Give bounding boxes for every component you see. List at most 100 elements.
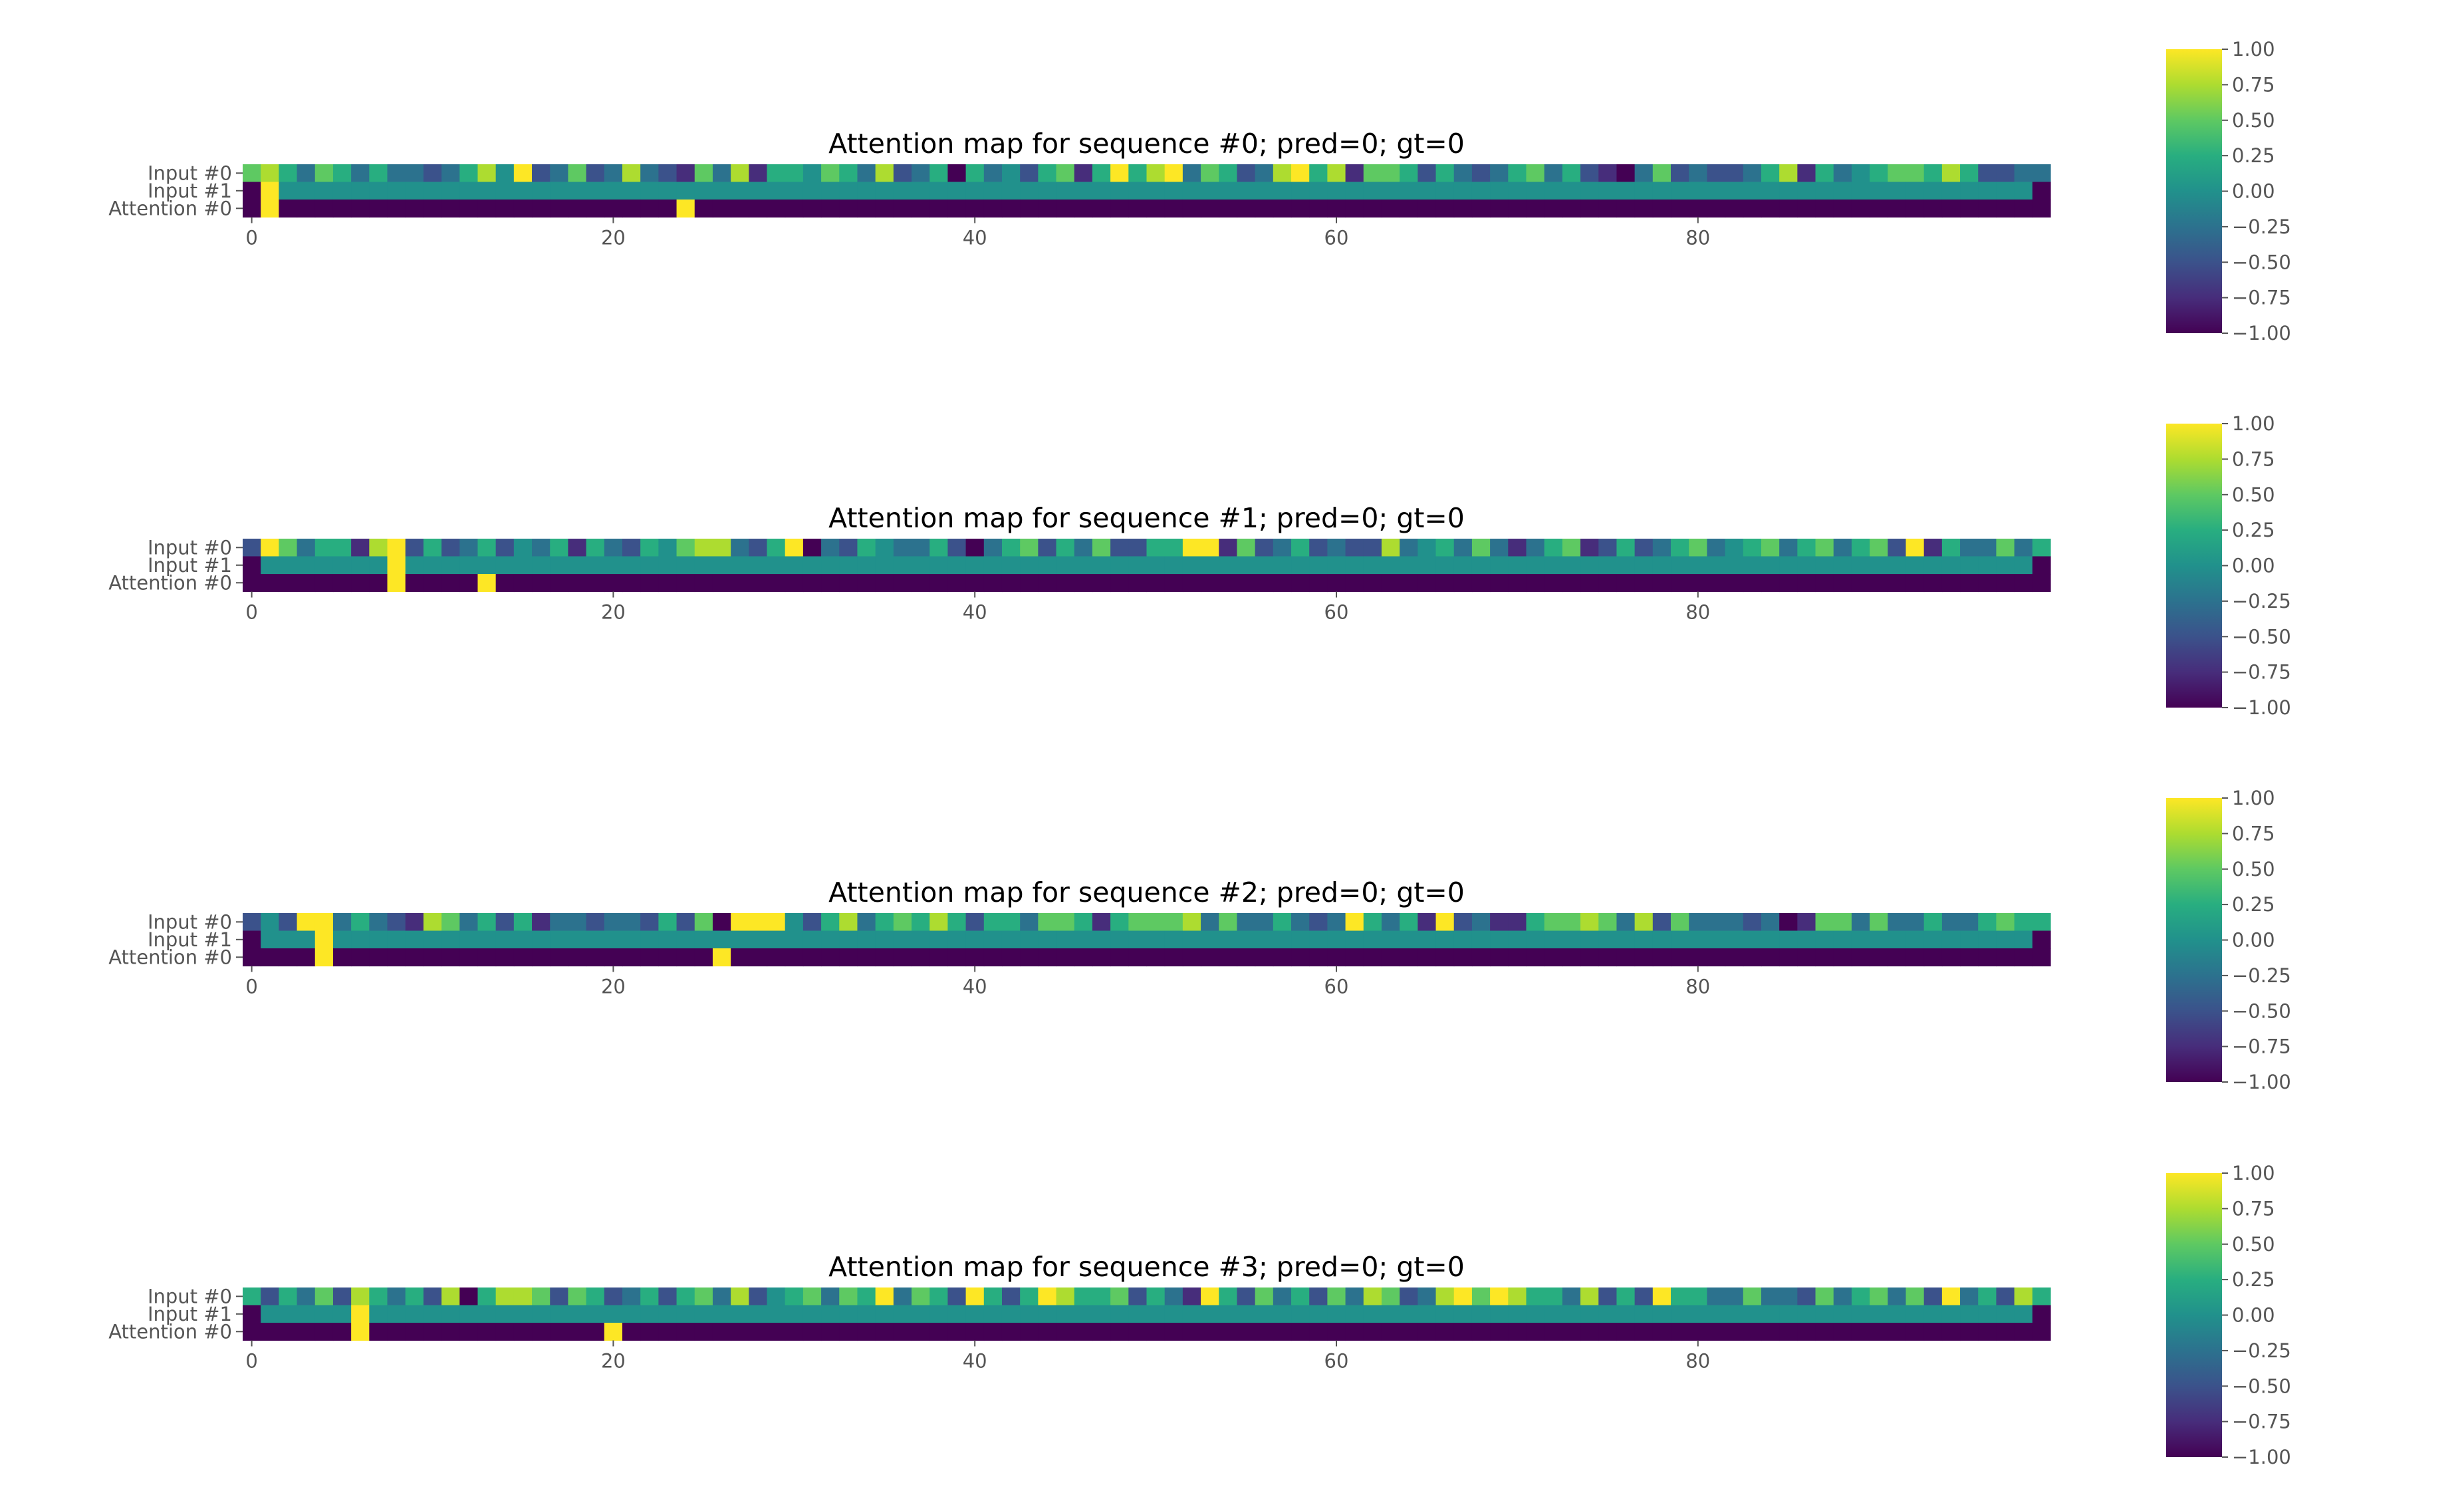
heatmap-cell-input1-31 [802,182,822,200]
heatmap-cell-input0-68 [1471,164,1491,183]
heatmap-cell-input1-21 [622,182,641,200]
heatmap-cell-attention0-8 [387,1323,406,1341]
heatmap-cell-input1-28 [749,182,768,200]
heatmap-cell-input1-91 [1888,556,1907,575]
heatmap-cell-attention0-84 [1761,948,1780,967]
heatmap-cell-input0-85 [1779,539,1798,557]
heatmap-cell-input0-24 [676,164,695,183]
colorbar-tick-label: 0.00 [2232,555,2275,577]
heatmap-cell-input1-0 [243,930,261,949]
heatmap-cell-input0-84 [1761,1288,1780,1306]
x-tick-label: 60 [1324,1350,1349,1373]
heatmap-cell-attention0-43 [1020,200,1039,218]
heatmap-cell-input0-13 [477,539,497,557]
heatmap-cell-input1-76 [1616,930,1636,949]
heatmap-cell-input1-34 [857,556,876,575]
heatmap-cell-input1-91 [1888,930,1907,949]
heatmap-cell-attention0-11 [441,1323,460,1341]
heatmap-cell-attention0-7 [369,200,388,218]
heatmap-cell-attention0-15 [513,948,533,967]
heatmap-cell-input1-79 [1671,556,1689,575]
heatmap-cell-attention0-12 [459,1323,479,1341]
heatmap-cell-attention0-17 [550,948,569,967]
heatmap-cell-attention0-61 [1345,200,1364,218]
heatmap-cell-input1-30 [785,182,804,200]
heatmap-cell-input0-39 [947,539,967,557]
heatmap-cell-attention0-38 [929,1323,949,1341]
heatmap-cell-input1-6 [351,930,370,949]
heatmap-cell-input0-25 [694,539,713,557]
heatmap-cell-input0-22 [640,1288,659,1306]
heatmap-cell-input0-38 [929,539,949,557]
heatmap-cell-input0-0 [243,913,261,932]
heatmap-cell-input0-81 [1707,1288,1726,1306]
heatmap-cell-input1-99 [2032,182,2051,200]
heatmap-cell-input0-17 [550,913,569,932]
heatmap-cell-input0-91 [1888,913,1907,932]
heatmap-cell-input0-93 [1923,913,1943,932]
heatmap-cell-input0-26 [712,539,731,557]
heatmap-cell-input0-9 [405,539,424,557]
heatmap-cell-input0-40 [965,539,985,557]
heatmap-cell-input0-58 [1291,913,1310,932]
heatmap-cell-input0-50 [1146,1288,1166,1306]
heatmap-cell-input0-19 [586,164,605,183]
colorbar-tick-label: 0.25 [2232,893,2275,916]
heatmap-cell-input1-61 [1345,556,1364,575]
heatmap-cell-input0-34 [857,164,876,183]
heatmap-cell-input1-93 [1923,182,1943,200]
heatmap-cell-attention0-5 [332,1323,352,1341]
heatmap-cell-input1-4 [314,930,334,949]
heatmap-cell-input1-60 [1327,556,1346,575]
heatmap-cell-input1-57 [1273,556,1292,575]
heatmap-cell-input0-22 [640,913,659,932]
heatmap-cell-input0-42 [1001,913,1021,932]
heatmap-cell-input1-41 [983,556,1003,575]
heatmap-cell-attention0-66 [1435,1323,1455,1341]
heatmap-cell-attention0-36 [893,574,912,593]
heatmap-cell-attention0-39 [947,1323,967,1341]
heatmap-cell-input0-16 [532,913,551,932]
heatmap-cell-input1-35 [875,1305,894,1323]
heatmap-cell-input0-90 [1870,913,1888,932]
heatmap-cell-input1-45 [1056,182,1075,200]
heatmap-cell-attention0-5 [332,948,352,967]
heatmap-cell-attention0-26 [712,948,731,967]
heatmap-cell-input1-77 [1634,556,1654,575]
heatmap-cell-attention0-13 [477,948,497,967]
heatmap-cell-input1-30 [785,930,804,949]
heatmap-cell-input1-81 [1707,182,1726,200]
heatmap-cell-input1-64 [1400,182,1418,200]
heatmap-cell-input0-55 [1237,164,1256,183]
heatmap-cell-input1-94 [1941,556,1961,575]
heatmap-cell-input1-55 [1237,930,1256,949]
colorbar-tick-label: −0.50 [2232,1000,2291,1022]
heatmap-cell-input1-9 [405,556,424,575]
heatmap-cell-input0-96 [1978,1288,1997,1306]
heatmap-cell-attention0-48 [1110,574,1129,593]
heatmap-cell-attention0-85 [1779,948,1798,967]
heatmap-cell-attention0-54 [1219,200,1238,218]
heatmap-cell-input0-72 [1544,913,1563,932]
colorbar-tick-label: −0.50 [2232,251,2291,273]
heatmap-cell-input0-55 [1237,539,1256,557]
heatmap-cell-input1-61 [1345,930,1364,949]
heatmap-cell-attention0-59 [1309,1323,1328,1341]
heatmap-cell-input0-91 [1888,164,1907,183]
heatmap-cell-attention0-65 [1417,200,1437,218]
heatmap-cell-input1-17 [550,556,569,575]
heatmap-cell-input0-27 [731,164,749,183]
heatmap-cell-attention0-76 [1616,200,1636,218]
heatmap-cell-input1-86 [1797,182,1816,200]
heatmap-cell-input1-97 [1996,1305,2015,1323]
colorbar-tick-label: −1.00 [2232,1446,2291,1468]
heatmap-cell-attention0-4 [314,574,334,593]
heatmap-cell-input0-29 [767,913,786,932]
heatmap-cell-input1-2 [279,930,298,949]
heatmap-cell-input0-21 [622,1288,641,1306]
heatmap-cell-attention0-80 [1689,1323,1707,1341]
x-tick-label: 40 [963,601,987,624]
heatmap-cell-input0-72 [1544,1288,1563,1306]
heatmap-cell-input1-63 [1381,930,1400,949]
heatmap-cell-input0-74 [1580,1288,1599,1306]
